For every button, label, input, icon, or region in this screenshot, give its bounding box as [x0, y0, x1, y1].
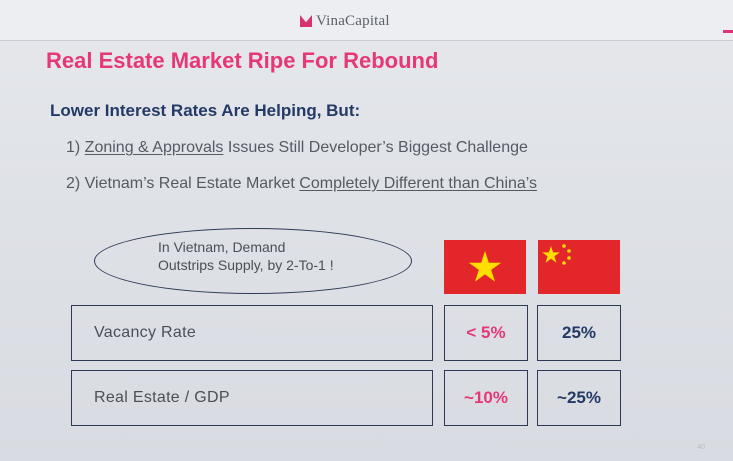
vietnam-gdp-value: ~10%: [444, 370, 528, 426]
callout-line-1: In Vietnam, Demand: [158, 239, 286, 255]
slide-title: Real Estate Market Ripe For Rebound: [46, 48, 439, 73]
corner-accent: [723, 30, 733, 33]
page-number: 40: [697, 444, 705, 451]
china-gdp-value: ~25%: [537, 370, 621, 426]
vietnam-flag-icon: [444, 240, 526, 294]
point-1-prefix: 1): [66, 139, 85, 156]
header-divider: [0, 40, 733, 41]
vietnam-vacancy-value: < 5%: [444, 305, 528, 361]
row-label-vacancy-rate: Vacancy Rate: [71, 305, 433, 361]
callout-ellipse: [94, 228, 412, 294]
china-vacancy-value: 25%: [537, 305, 621, 361]
brand-logo: VinaCapital: [300, 10, 440, 32]
callout-line-2: Outstrips Supply, by 2-To-1 !: [158, 257, 334, 273]
china-flag-icon: [538, 240, 620, 294]
point-1-underlined: Zoning & Approvals: [84, 139, 224, 156]
brand-name: VinaCapital: [316, 12, 390, 29]
point-2-underlined: Completely Different than China’s: [299, 175, 538, 192]
point-2-prefix: 2) Vietnam’s Real Estate Market: [66, 175, 300, 192]
point-1: 1) Zoning & Approvals Issues Still Devel…: [66, 139, 528, 157]
point-1-suffix: Issues Still Developer’s Biggest Challen…: [223, 139, 528, 156]
vinacapital-logo-icon: [300, 15, 312, 27]
slide-subtitle: Lower Interest Rates Are Helping, But:: [50, 101, 361, 120]
header-bar: VinaCapital: [0, 0, 733, 40]
callout-text: In Vietnam, Demand Outstrips Supply, by …: [158, 238, 378, 274]
point-2: 2) Vietnam’s Real Estate Market Complete…: [66, 175, 537, 193]
row-label-real-estate-gdp: Real Estate / GDP: [71, 370, 433, 426]
